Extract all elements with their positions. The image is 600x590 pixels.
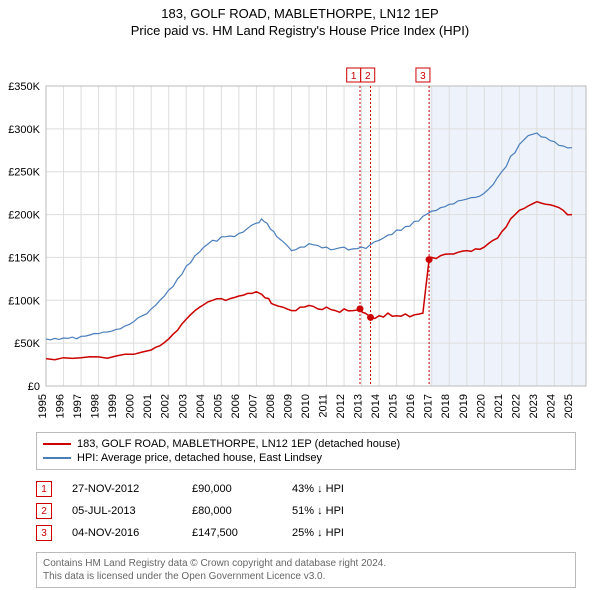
sale-price: £90,000 xyxy=(192,483,272,495)
sale-marker xyxy=(357,305,364,312)
x-tick-label: 2023 xyxy=(528,394,540,418)
y-tick-label: £350K xyxy=(8,81,40,93)
title-line-2: Price paid vs. HM Land Registry's House … xyxy=(0,23,600,38)
x-tick-label: 1995 xyxy=(37,394,49,418)
x-tick-label: 2010 xyxy=(300,394,312,418)
sale-row: 2 05-JUL-2013 £80,000 51% ↓ HPI xyxy=(36,500,576,522)
x-tick-label: 2009 xyxy=(282,394,294,418)
y-tick-label: £100K xyxy=(8,295,40,307)
x-tick-label: 2021 xyxy=(493,394,505,418)
legend-row: HPI: Average price, detached house, East… xyxy=(43,451,569,465)
x-tick-label: 2018 xyxy=(440,394,452,418)
x-tick-label: 2015 xyxy=(388,394,400,418)
x-tick-label: 2012 xyxy=(335,394,347,418)
chart-titles: 183, GOLF ROAD, MABLETHORPE, LN12 1EP Pr… xyxy=(0,0,600,38)
x-tick-label: 2020 xyxy=(475,394,487,418)
sale-date: 05-JUL-2013 xyxy=(72,505,172,517)
x-tick-label: 2013 xyxy=(353,394,365,418)
x-tick-label: 2002 xyxy=(160,394,172,418)
legend-row: 183, GOLF ROAD, MABLETHORPE, LN12 1EP (d… xyxy=(43,437,569,451)
x-tick-label: 1996 xyxy=(55,394,67,418)
x-tick-label: 2025 xyxy=(563,394,575,418)
event-marker-label: 1 xyxy=(351,71,357,82)
x-tick-label: 2007 xyxy=(247,394,259,418)
legend-swatch xyxy=(43,443,71,445)
y-tick-label: £50K xyxy=(14,338,40,350)
x-tick-label: 1999 xyxy=(107,394,119,418)
x-tick-label: 2003 xyxy=(177,394,189,418)
x-tick-label: 2008 xyxy=(265,394,277,418)
event-marker-label: 2 xyxy=(365,71,371,82)
sale-hpi-diff: 51% ↓ HPI xyxy=(292,505,392,517)
chart-area: £0 £50K £100K £150K £200K £250K £300K £350K 1995… xyxy=(0,38,600,426)
y-tick-label: £300K xyxy=(8,124,40,136)
footer-line-1: Contains HM Land Registry data © Crown c… xyxy=(43,557,569,570)
x-tick-label: 2024 xyxy=(545,394,557,418)
title-line-1: 183, GOLF ROAD, MABLETHORPE, LN12 1EP xyxy=(0,6,600,21)
legend-label: 183, GOLF ROAD, MABLETHORPE, LN12 1EP (d… xyxy=(77,438,400,450)
x-tick-label: 2001 xyxy=(142,394,154,418)
legend: 183, GOLF ROAD, MABLETHORPE, LN12 1EP (d… xyxy=(36,432,576,470)
sale-number-badge: 3 xyxy=(36,525,52,541)
x-tick-label: 2017 xyxy=(423,394,435,418)
x-tick-label: 2005 xyxy=(212,394,224,418)
x-tick-label: 1997 xyxy=(72,394,84,418)
x-tick-label: 2016 xyxy=(405,394,417,418)
y-tick-label: £200K xyxy=(8,210,40,222)
chart-svg: £0 £50K £100K £150K £200K £250K £300K £350K 1995… xyxy=(0,38,600,426)
footer-line-2: This data is licensed under the Open Gov… xyxy=(43,570,569,583)
sale-hpi-diff: 25% ↓ HPI xyxy=(292,527,392,539)
x-tick-label: 2022 xyxy=(510,394,522,418)
x-tick-label: 2011 xyxy=(318,394,330,418)
x-tick-label: 2014 xyxy=(370,394,382,418)
footer-attribution: Contains HM Land Registry data © Crown c… xyxy=(36,552,576,588)
x-tick-label: 2019 xyxy=(458,394,470,418)
sale-date: 04-NOV-2016 xyxy=(72,527,172,539)
x-tick-label: 2006 xyxy=(230,394,242,418)
legend-swatch xyxy=(43,457,71,459)
event-marker-label: 3 xyxy=(420,71,426,82)
x-tick-label: 2004 xyxy=(195,394,207,418)
sale-price: £80,000 xyxy=(192,505,272,517)
sale-row: 3 04-NOV-2016 £147,500 25% ↓ HPI xyxy=(36,522,576,544)
x-tick-label: 2000 xyxy=(125,394,137,418)
legend-label: HPI: Average price, detached house, East… xyxy=(77,452,322,464)
sale-date: 27-NOV-2012 xyxy=(72,483,172,495)
sale-marker xyxy=(426,256,433,263)
x-tick-label: 1998 xyxy=(90,394,102,418)
y-tick-label: £250K xyxy=(8,167,40,179)
sales-table: 1 27-NOV-2012 £90,000 43% ↓ HPI 2 05-JUL-2013… xyxy=(36,478,576,544)
sale-hpi-diff: 43% ↓ HPI xyxy=(292,483,392,495)
y-tick-label: £150K xyxy=(8,252,40,264)
sale-number-badge: 2 xyxy=(36,503,52,519)
y-tick-label: £0 xyxy=(28,381,40,393)
sale-price: £147,500 xyxy=(192,527,272,539)
sale-marker xyxy=(367,314,374,321)
sale-row: 1 27-NOV-2012 £90,000 43% ↓ HPI xyxy=(36,478,576,500)
sale-number-badge: 1 xyxy=(36,481,52,497)
